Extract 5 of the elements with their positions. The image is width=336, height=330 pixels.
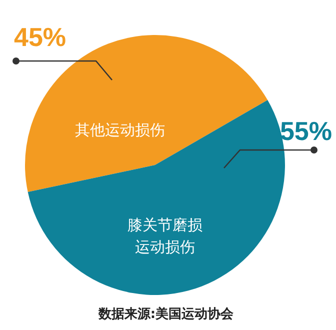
slice-label: 膝关节磨损运动损伤 <box>128 216 202 256</box>
data-label: 45% <box>14 22 66 52</box>
source-note: 数据来源:美国运动协会 <box>97 306 235 322</box>
slice-label: 其他运动损伤 <box>75 121 165 139</box>
data-label: 55% <box>280 116 332 146</box>
